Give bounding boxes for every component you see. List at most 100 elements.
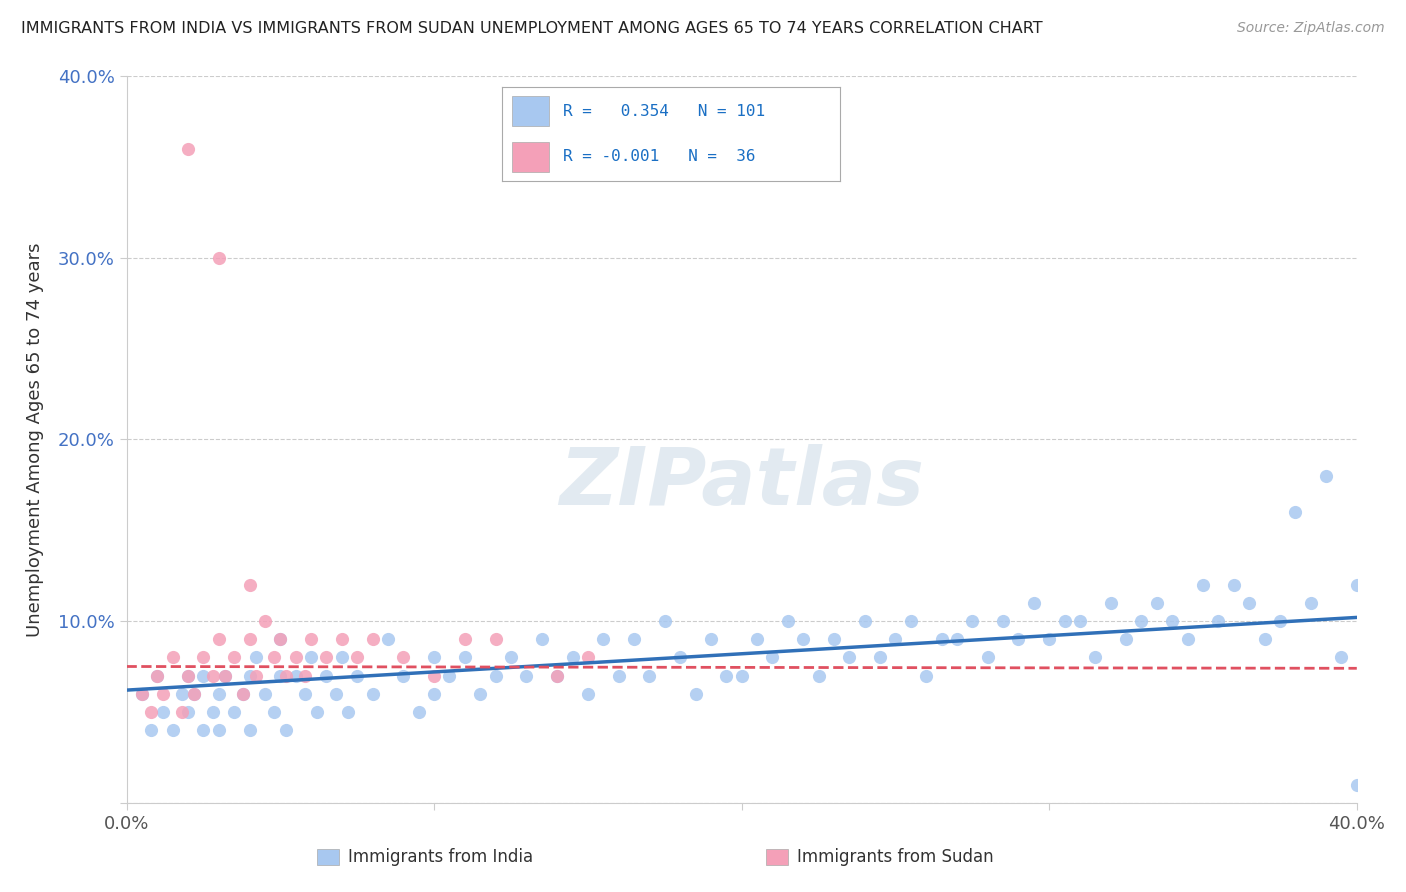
Point xyxy=(325,687,347,701)
Point xyxy=(1022,596,1045,610)
Point xyxy=(146,668,169,682)
Point xyxy=(294,668,316,682)
Point xyxy=(1130,614,1153,628)
Point xyxy=(346,668,368,682)
Point xyxy=(1084,650,1107,665)
Point xyxy=(330,650,353,665)
Point xyxy=(162,723,184,737)
Point xyxy=(1208,614,1230,628)
Point xyxy=(330,632,353,647)
Point xyxy=(1299,596,1322,610)
Point xyxy=(170,705,193,719)
Point xyxy=(146,668,169,682)
Point xyxy=(454,650,477,665)
Point xyxy=(592,632,614,647)
Point xyxy=(208,632,231,647)
Point xyxy=(152,687,174,701)
Point xyxy=(823,632,845,647)
Point xyxy=(361,687,384,701)
Point xyxy=(561,650,583,665)
Point xyxy=(253,687,276,701)
Point xyxy=(392,668,415,682)
Text: ZIPatlas: ZIPatlas xyxy=(560,444,924,522)
Point xyxy=(170,687,193,701)
Point xyxy=(183,687,205,701)
Point xyxy=(423,687,446,701)
Point xyxy=(392,650,415,665)
Point xyxy=(307,705,329,719)
Point xyxy=(1222,578,1246,592)
Point xyxy=(884,632,907,647)
Point xyxy=(263,705,285,719)
Point xyxy=(294,687,316,701)
Point xyxy=(700,632,723,647)
Point xyxy=(1069,614,1091,628)
Point xyxy=(1346,578,1368,592)
Point xyxy=(284,668,307,682)
Point xyxy=(253,614,276,628)
Point xyxy=(315,650,337,665)
Point xyxy=(454,632,477,647)
Point xyxy=(377,632,399,647)
Point xyxy=(131,687,153,701)
Point xyxy=(423,668,446,682)
Point xyxy=(214,668,236,682)
Point xyxy=(177,668,200,682)
Point xyxy=(685,687,707,701)
Point xyxy=(232,687,254,701)
Point xyxy=(361,632,384,647)
Point xyxy=(239,632,262,647)
Point xyxy=(208,687,231,701)
Point xyxy=(946,632,969,647)
Point xyxy=(931,632,953,647)
Point xyxy=(976,650,998,665)
Point xyxy=(1268,614,1291,628)
Point xyxy=(162,650,184,665)
Text: Immigrants from Sudan: Immigrants from Sudan xyxy=(797,848,994,866)
Point xyxy=(669,650,692,665)
Point xyxy=(337,705,360,719)
Point xyxy=(1192,578,1215,592)
Point xyxy=(276,668,298,682)
Point xyxy=(152,705,174,719)
Point xyxy=(141,723,162,737)
Point xyxy=(1146,596,1168,610)
Point xyxy=(776,614,799,628)
Point xyxy=(745,632,768,647)
Point xyxy=(269,668,291,682)
Text: Source: ZipAtlas.com: Source: ZipAtlas.com xyxy=(1237,21,1385,35)
Point xyxy=(239,723,262,737)
Point xyxy=(1284,505,1306,519)
Point xyxy=(439,668,461,682)
Point xyxy=(838,650,860,665)
Point xyxy=(208,723,231,737)
Point xyxy=(224,705,246,719)
Point xyxy=(470,687,492,701)
Point xyxy=(239,668,262,682)
Point xyxy=(853,614,876,628)
Point xyxy=(1038,632,1060,647)
Point xyxy=(245,668,267,682)
Point xyxy=(131,687,153,701)
Point xyxy=(546,668,568,682)
Point xyxy=(346,650,368,665)
Point xyxy=(201,668,224,682)
Point xyxy=(991,614,1014,628)
Point xyxy=(1330,650,1353,665)
Point xyxy=(193,723,215,737)
Point xyxy=(484,632,508,647)
Point xyxy=(214,668,236,682)
Point xyxy=(792,632,814,647)
Point xyxy=(515,668,537,682)
Point xyxy=(423,650,446,665)
Point xyxy=(408,705,430,719)
Point xyxy=(1315,468,1337,483)
Point xyxy=(576,650,599,665)
Point xyxy=(177,668,200,682)
Point xyxy=(224,650,246,665)
Point xyxy=(263,650,285,665)
Point xyxy=(761,650,783,665)
Point xyxy=(607,668,630,682)
Point xyxy=(576,687,599,701)
Point xyxy=(900,614,922,628)
